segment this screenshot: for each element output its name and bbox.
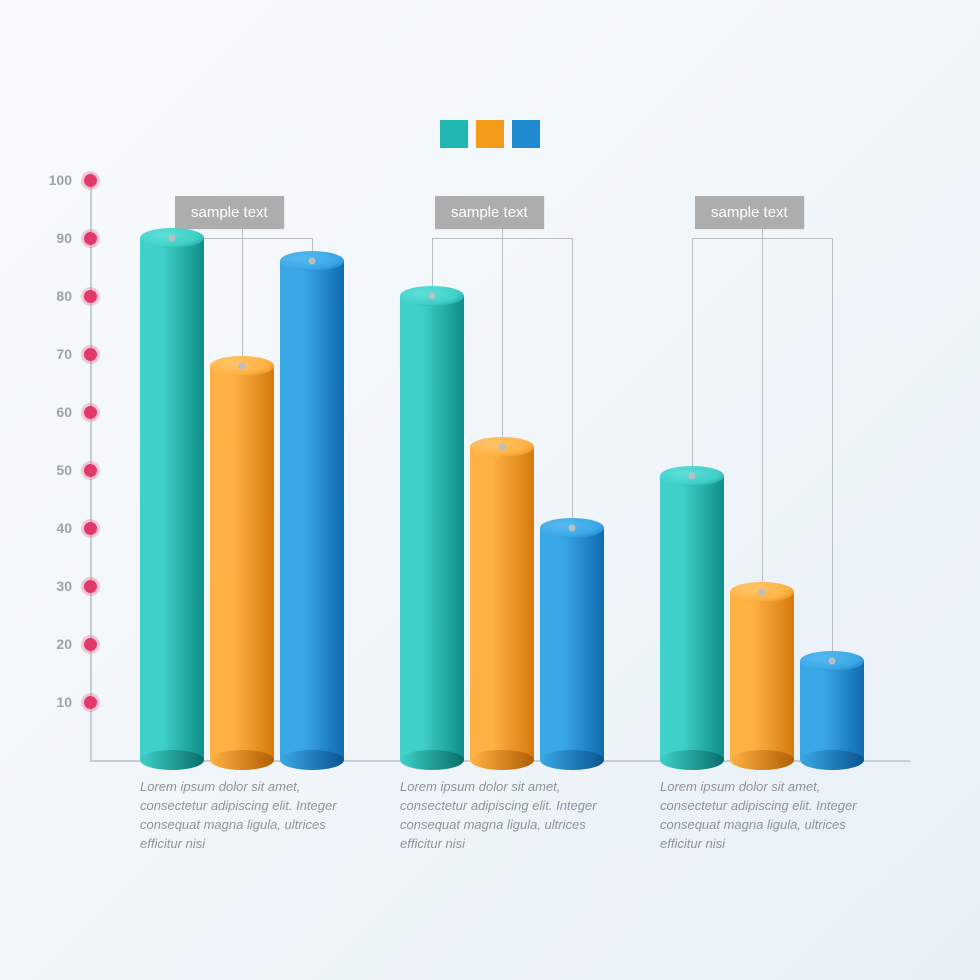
- legend-swatch-orange: [476, 120, 504, 148]
- y-tick-label: 40: [32, 520, 72, 536]
- bar-body: [730, 592, 794, 760]
- bar-cylinder: [210, 366, 274, 760]
- bar-bottom-ellipse: [540, 750, 604, 770]
- bar-group: [400, 180, 610, 760]
- bar-body: [140, 238, 204, 760]
- bar-body: [400, 296, 464, 760]
- y-tick-label: 60: [32, 404, 72, 420]
- bar-top-center-dot-icon: [759, 588, 766, 595]
- bar-body: [210, 366, 274, 760]
- y-tick-label: 100: [32, 172, 72, 188]
- bar-cylinder: [660, 476, 724, 760]
- y-tick-label: 90: [32, 230, 72, 246]
- bar-bottom-ellipse: [400, 750, 464, 770]
- bar-top-center-dot-icon: [499, 443, 506, 450]
- legend-swatch-teal: [440, 120, 468, 148]
- bar-bottom-ellipse: [730, 750, 794, 770]
- group-caption: Lorem ipsum dolor sit amet, consectetur …: [660, 778, 890, 853]
- bar-top-center-dot-icon: [429, 293, 436, 300]
- y-tick-label: 20: [32, 636, 72, 652]
- bar-bottom-ellipse: [470, 750, 534, 770]
- bar-cylinder: [140, 238, 204, 760]
- bar-cylinder: [400, 296, 464, 760]
- bar-cylinder: [540, 528, 604, 760]
- y-tick-label: 70: [32, 346, 72, 362]
- bar-cylinder: [470, 447, 534, 760]
- bar-body: [540, 528, 604, 760]
- bar-body: [800, 661, 864, 760]
- bar-body: [280, 261, 344, 760]
- bar-top-center-dot-icon: [239, 362, 246, 369]
- bar-group: [660, 180, 870, 760]
- group-caption: Lorem ipsum dolor sit amet, consectetur …: [140, 778, 370, 853]
- bar-top-center-dot-icon: [569, 525, 576, 532]
- bar-top-center-dot-icon: [169, 235, 176, 242]
- y-tick-label: 80: [32, 288, 72, 304]
- bar-top-center-dot-icon: [689, 472, 696, 479]
- bar-body: [660, 476, 724, 760]
- group-caption: Lorem ipsum dolor sit amet, consectetur …: [400, 778, 630, 853]
- y-tick-label: 50: [32, 462, 72, 478]
- y-tick-label: 30: [32, 578, 72, 594]
- bar-cylinder: [800, 661, 864, 760]
- legend-swatch-blue: [512, 120, 540, 148]
- bar-bottom-ellipse: [660, 750, 724, 770]
- bar-cylinder: [730, 592, 794, 760]
- bar-top-center-dot-icon: [829, 658, 836, 665]
- legend: [440, 120, 540, 148]
- bar-bottom-ellipse: [140, 750, 204, 770]
- bar-body: [470, 447, 534, 760]
- bar-bottom-ellipse: [280, 750, 344, 770]
- bar-cylinder: [280, 261, 344, 760]
- bar-top-center-dot-icon: [309, 258, 316, 265]
- y-tick-label: 10: [32, 694, 72, 710]
- bar-group: [140, 180, 350, 760]
- bar-bottom-ellipse: [800, 750, 864, 770]
- chart-plot-area: [90, 180, 910, 760]
- bar-bottom-ellipse: [210, 750, 274, 770]
